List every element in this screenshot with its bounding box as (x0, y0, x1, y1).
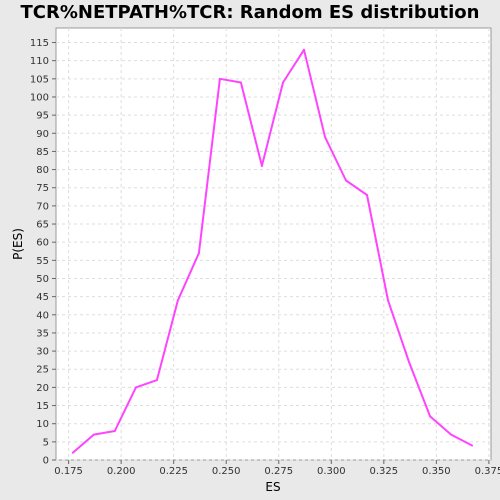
data-point (408, 360, 411, 363)
grid (56, 28, 491, 461)
x-tick-label: 0.375 (475, 466, 500, 477)
x-axis-title: ES (265, 480, 280, 494)
chart-title: TCR%NETPATH%TCR: Random ES distribution (21, 2, 480, 23)
data-point (113, 429, 116, 432)
y-tick-label: 30 (36, 347, 49, 358)
data-point (71, 451, 74, 454)
data-point (260, 164, 263, 167)
y-axis-title: P(ES) (11, 228, 25, 260)
y-tick-label: 100 (30, 92, 49, 103)
data-point (155, 379, 158, 382)
axes: 0 5 10 15 20 25 30 35 40 45 50 55 60 65 70 75 80 85 90 95 10… (30, 38, 500, 477)
x-tick-label: 0.200 (107, 466, 136, 477)
x-tick-label: 0.275 (264, 466, 293, 477)
x-tick-label: 0.325 (370, 466, 399, 477)
x-tick-label: 0.225 (159, 466, 188, 477)
y-tick-label: 105 (30, 74, 49, 85)
x-tick-label: 0.250 (212, 466, 241, 477)
y-tick-label: 60 (36, 238, 49, 249)
y-tick-label: 85 (36, 147, 49, 158)
y-tick-label: 55 (36, 256, 49, 267)
data-point (429, 415, 432, 418)
y-tick-label: 35 (36, 328, 49, 339)
data-point (387, 299, 390, 302)
data-point (176, 299, 179, 302)
x-tick-label: 0.300 (317, 466, 346, 477)
x-tick-label: 0.350 (422, 466, 451, 477)
y-tick-label: 40 (36, 310, 49, 321)
data-point (450, 433, 453, 436)
y-tick-label: 15 (36, 401, 49, 412)
y-tick-label: 70 (36, 201, 49, 212)
y-tick-label: 65 (36, 220, 49, 231)
y-tick-label: 50 (36, 274, 49, 285)
y-tick-label: 110 (30, 56, 49, 67)
data-point (302, 48, 305, 51)
x-tick-label: 0.175 (54, 466, 83, 477)
y-tick-label: 90 (36, 129, 49, 140)
y-tick-label: 45 (36, 292, 49, 303)
y-tick-label: 25 (36, 365, 49, 376)
data-point (197, 252, 200, 255)
data-point (218, 77, 221, 80)
data-point (345, 179, 347, 182)
y-tick-label: 10 (36, 419, 49, 430)
y-tick-label: 115 (30, 38, 49, 49)
y-tick-label: 20 (36, 383, 49, 394)
y-tick-label: 0 (43, 456, 49, 467)
data-point (366, 193, 369, 196)
data-point (92, 433, 95, 436)
series-line-0 (72, 48, 473, 454)
data-point (134, 386, 137, 389)
data-point (323, 135, 326, 138)
y-tick-label: 95 (36, 111, 49, 122)
y-tick-label: 80 (36, 165, 49, 176)
data-point (281, 81, 284, 84)
y-tick-label: 5 (43, 437, 49, 448)
y-tick-label: 75 (36, 183, 49, 194)
series-layer (71, 48, 474, 454)
data-point (239, 81, 242, 84)
data-point (471, 444, 474, 447)
